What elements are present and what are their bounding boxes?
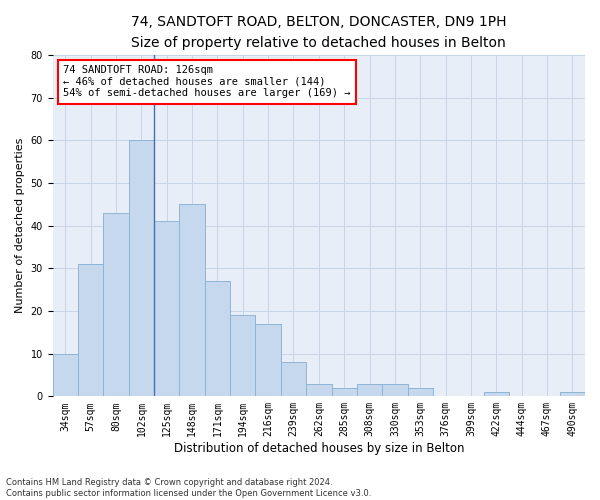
Bar xyxy=(560,392,585,396)
X-axis label: Distribution of detached houses by size in Belton: Distribution of detached houses by size … xyxy=(173,442,464,455)
Bar xyxy=(129,140,154,396)
Bar xyxy=(103,213,129,396)
Bar xyxy=(256,324,281,396)
Bar xyxy=(154,222,179,396)
Text: 74 SANDTOFT ROAD: 126sqm
← 46% of detached houses are smaller (144)
54% of semi-: 74 SANDTOFT ROAD: 126sqm ← 46% of detach… xyxy=(63,65,351,98)
Y-axis label: Number of detached properties: Number of detached properties xyxy=(15,138,25,314)
Bar xyxy=(332,388,357,396)
Bar xyxy=(407,388,433,396)
Bar xyxy=(230,316,256,396)
Bar xyxy=(357,384,382,396)
Bar xyxy=(205,281,230,396)
Text: Contains HM Land Registry data © Crown copyright and database right 2024.
Contai: Contains HM Land Registry data © Crown c… xyxy=(6,478,371,498)
Bar xyxy=(382,384,407,396)
Bar xyxy=(179,204,205,396)
Bar xyxy=(306,384,332,396)
Bar xyxy=(484,392,509,396)
Bar xyxy=(53,354,78,397)
Bar xyxy=(78,264,103,396)
Title: 74, SANDTOFT ROAD, BELTON, DONCASTER, DN9 1PH
Size of property relative to detac: 74, SANDTOFT ROAD, BELTON, DONCASTER, DN… xyxy=(131,15,506,50)
Bar xyxy=(281,362,306,396)
